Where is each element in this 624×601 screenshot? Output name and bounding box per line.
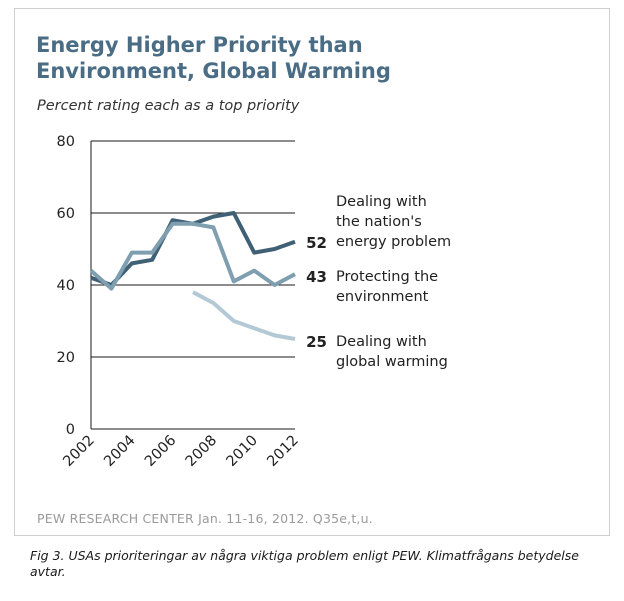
y-tick-label: 40 xyxy=(57,278,75,294)
x-tick-label: 2004 xyxy=(101,433,138,470)
series-label-3-line-1: Dealing with xyxy=(336,334,427,350)
source-note: PEW RESEARCH CENTER Jan. 11-16, 2012. Q3… xyxy=(37,511,373,526)
chart-title-line-2: Environment, Global Warming xyxy=(36,59,391,83)
series-label-2-line-1: Protecting the xyxy=(336,269,438,285)
chart-subtitle: Percent rating each as a top priority xyxy=(37,98,300,114)
x-tick-label: 2012 xyxy=(264,433,301,470)
series-label-1-line-1: Dealing with xyxy=(336,194,427,210)
series-line-2 xyxy=(89,221,296,291)
series-end-value-2: 43 xyxy=(306,268,327,286)
series-label-1-line-2: the nation's xyxy=(336,214,422,230)
series-label-2-line-2: environment xyxy=(336,289,429,305)
series-label-1-line-3: energy problem xyxy=(336,234,451,250)
x-tick-label: 2010 xyxy=(224,433,261,470)
line-chart: 0 20 40 60 80 2002 2004 2006 2008 2010 2012 52 Deali… xyxy=(57,134,452,470)
y-tick-label: 20 xyxy=(57,350,75,366)
y-tick-label: 80 xyxy=(57,134,75,150)
figure-frame xyxy=(14,8,610,536)
series-label-3-line-2: global warming xyxy=(336,354,448,370)
x-tick-label: 2008 xyxy=(183,433,220,470)
chart-title-line-1: Energy Higher Priority than xyxy=(36,33,363,57)
series-line-3 xyxy=(192,290,296,341)
series-end-value-3: 25 xyxy=(306,333,327,351)
y-tick-label: 0 xyxy=(66,422,75,438)
x-tick-label: 2006 xyxy=(142,433,179,470)
y-tick-label: 60 xyxy=(57,206,75,222)
series-end-value-1: 52 xyxy=(306,234,327,252)
x-tick-label: 2002 xyxy=(60,433,97,470)
chart-title: Energy Higher Priority than Environment,… xyxy=(36,32,456,84)
figure-caption: Fig 3. USAs prioriteringar av några vikt… xyxy=(30,548,579,579)
